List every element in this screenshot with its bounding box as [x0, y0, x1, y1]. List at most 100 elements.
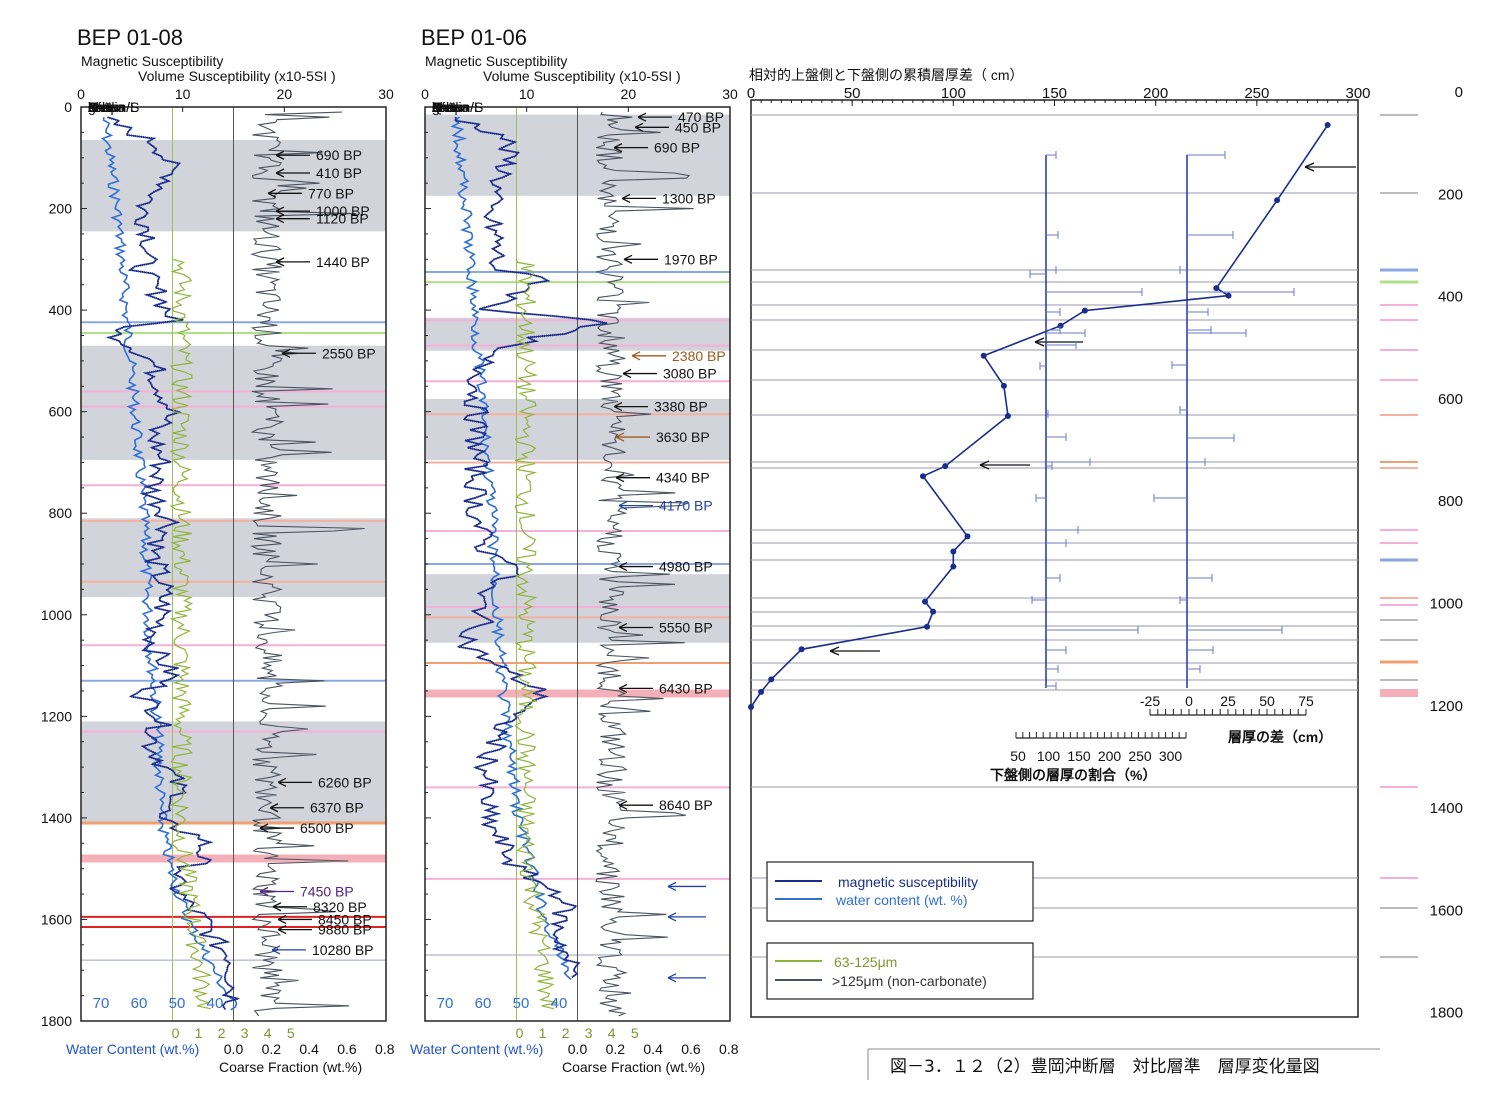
thickness-profile-point — [922, 598, 929, 605]
age-label: 2380 BP — [672, 348, 726, 364]
cf1-tick-label: 5 — [631, 1025, 639, 1041]
layer-label: brown/L — [88, 99, 138, 115]
layer-label: scoria — [432, 99, 470, 115]
right-depth-tick-label: 0 — [1455, 84, 1463, 101]
diff-tick-label: 75 — [1298, 693, 1314, 709]
core1-cf-label: Coarse Fraction (wt.%) — [219, 1059, 362, 1075]
core1-wc-label: Water Content (wt.%) — [66, 1041, 199, 1057]
depth-tick-label: 600 — [49, 404, 73, 420]
layer-label: E — [88, 99, 97, 115]
thickness-profile-point — [758, 688, 765, 695]
age-label: 1440 BP — [316, 254, 370, 270]
age-arrow-head — [269, 803, 279, 813]
ms-tick-label: 30 — [378, 86, 394, 102]
age-arrow-head — [275, 150, 285, 160]
layer-label: A — [88, 99, 98, 115]
thickness-profile-point — [1081, 307, 1088, 314]
age-label: 2550 BP — [322, 345, 376, 361]
age-arrow-head — [259, 886, 269, 897]
thickness-profile-point — [930, 608, 937, 615]
layer-label: A-lo — [88, 99, 113, 115]
right-depth-tick-label: 200 — [1438, 186, 1463, 203]
age-label: 5550 BP — [659, 619, 713, 635]
age-arrow-head — [667, 881, 677, 892]
age-label: 1300 BP — [662, 190, 716, 206]
cf1-tick-label: 5 — [287, 1025, 295, 1041]
cf2-tick-label: 0.6 — [337, 1041, 357, 1057]
wc-tick-label: 70 — [437, 995, 454, 1012]
cf1-tick-label: 4 — [608, 1025, 616, 1041]
depth-tick-label: 200 — [49, 201, 73, 217]
age-label: 770 BP — [308, 185, 354, 201]
wc-tick-label: 60 — [131, 995, 148, 1012]
legend-box-2: 63-125μm >125μm (non-carbonate) — [766, 942, 1034, 1000]
depth-tick-label: 1400 — [41, 810, 72, 826]
cf2-tick-label: 0.8 — [375, 1041, 395, 1057]
age-arrow-head — [618, 683, 628, 693]
legend-box-1: magnetic susceptibility water content (w… — [766, 861, 1034, 922]
ms-tick-label: 20 — [621, 86, 637, 102]
layer-label: G — [432, 99, 443, 115]
depth-tick-label: 800 — [49, 505, 73, 521]
right-depth-tick-label: 1400 — [1430, 800, 1463, 817]
age-label: 6370 BP — [310, 800, 364, 816]
top-tick-label: 250 — [1244, 85, 1269, 102]
layer-label: D — [432, 99, 442, 115]
layer-label: G — [88, 99, 99, 115]
age-arrow-head — [613, 143, 623, 153]
depth-tick-label: 400 — [49, 302, 73, 318]
cf1-tick-label: 3 — [585, 1025, 593, 1041]
core2-title: BEP 01-06 — [421, 25, 527, 50]
age-arrow-head — [622, 369, 632, 379]
cf1-tick-label: 1 — [539, 1025, 547, 1041]
age-label: 9880 BP — [318, 922, 372, 938]
cf1-tick-label: 3 — [241, 1025, 249, 1041]
cf2-tick-label: 0.6 — [681, 1041, 701, 1057]
thickness-profile-point — [924, 623, 931, 630]
layer-label: scoria — [88, 99, 126, 115]
cf1-tick-label: 2 — [562, 1025, 570, 1041]
right-depth-tick-label: 1200 — [1430, 698, 1463, 715]
wc-tick-label: 40 — [551, 995, 568, 1012]
thickness-profile-point — [1057, 322, 1064, 329]
layer-label: E — [432, 99, 441, 115]
depth-tick-label: 1600 — [41, 911, 72, 927]
offset-arrow-head — [829, 646, 840, 656]
depth-tick-label: 0 — [64, 99, 72, 115]
thickness-profile-point — [798, 646, 805, 653]
age-arrow-head — [271, 945, 281, 955]
ratio-tick-label: 50 — [1010, 748, 1026, 764]
age-arrow-head — [637, 112, 647, 122]
age-label: 8320 BP — [313, 899, 367, 915]
age-label: 4170 BP — [659, 498, 713, 514]
thickness-profile-point — [950, 563, 957, 570]
right-depth-tick-label: 1800 — [1430, 1005, 1463, 1022]
ms-tick-label: 0 — [421, 86, 429, 102]
cf2-tick-label: 0.0 — [224, 1041, 244, 1057]
ms-tick-label: 0 — [77, 86, 85, 102]
age-label: 1120 BP — [316, 211, 369, 227]
age-arrow-head — [275, 214, 285, 224]
cf2-tick-label: 0.0 — [568, 1041, 588, 1057]
right-depth-axis: 0 200 400 600 800 1000 1200 1400 1600 1800 — [1380, 84, 1463, 1022]
age-arrow-head — [631, 351, 641, 361]
diff-tick-label: -25 — [1140, 693, 1160, 709]
age-arrow-head — [277, 777, 287, 787]
core2-wc-label: Water Content (wt.%) — [410, 1041, 543, 1057]
offset-arrow-head — [979, 460, 990, 470]
cf1-tick-label: 4 — [264, 1025, 272, 1041]
layer-label: D-up — [88, 99, 119, 115]
ratio-tick-label: 300 — [1159, 748, 1183, 764]
age-arrow-head — [275, 168, 285, 178]
thickness-profile-point — [950, 548, 957, 555]
offset-arrow-head — [1304, 162, 1315, 172]
ratio-tick-label: 150 — [1067, 748, 1091, 764]
cf1-tick-label: 0 — [172, 1025, 180, 1041]
age-label: 3380 BP — [654, 399, 708, 415]
thickness-profile-line — [750, 124, 1329, 708]
top-tick-label: 0 — [747, 85, 755, 102]
thickness-profile-point — [1324, 122, 1331, 129]
